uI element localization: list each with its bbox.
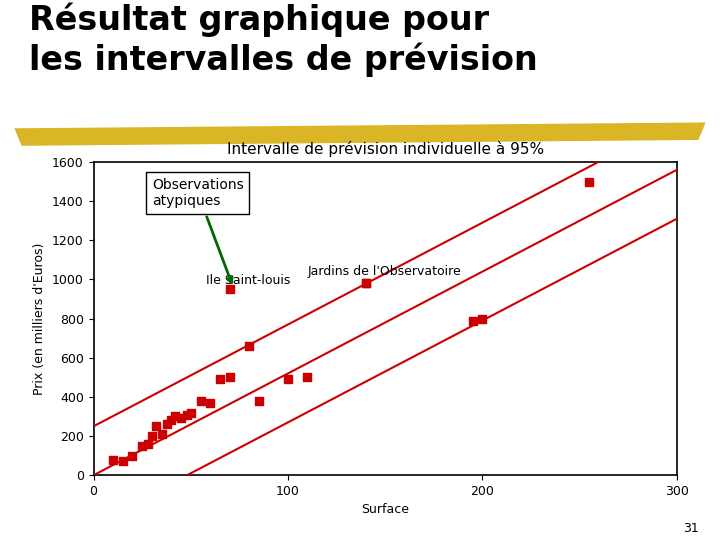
Point [117,457,129,466]
Point [107,455,119,464]
Point [224,373,235,382]
Point [282,375,294,383]
Y-axis label: Prix (en milliers d'Euros): Prix (en milliers d'Euros) [33,242,47,395]
Title: Intervalle de prévision individuelle à 95%: Intervalle de prévision individuelle à 9… [227,140,544,157]
Point [243,342,255,350]
Point [302,373,313,382]
Point [467,316,479,325]
Point [137,442,148,450]
Point [166,416,177,424]
Point [360,279,372,288]
Text: Résultat graphique pour
les intervalles de prévision: Résultat graphique pour les intervalles … [29,3,538,77]
Point [150,422,161,430]
Point [253,396,265,405]
Point [195,396,207,405]
Point [146,432,158,441]
Point [162,420,174,429]
Point [224,285,235,294]
Point [215,375,226,383]
Point [204,399,216,407]
Text: Observations
atypiques: Observations atypiques [152,178,243,283]
Point [477,314,488,323]
Point [185,408,197,417]
Point [584,177,595,186]
Point [360,279,372,288]
Point [127,451,138,460]
Text: Ile Saint-louis: Ile Saint-louis [207,274,291,287]
X-axis label: Surface: Surface [361,503,409,516]
Point [181,410,193,419]
Text: Jardins de l'Observatoire: Jardins de l'Observatoire [307,265,462,278]
Point [176,414,187,423]
Point [156,430,168,438]
Text: 31: 31 [683,522,698,535]
Point [169,412,181,421]
Polygon shape [14,123,706,146]
Point [143,440,154,448]
